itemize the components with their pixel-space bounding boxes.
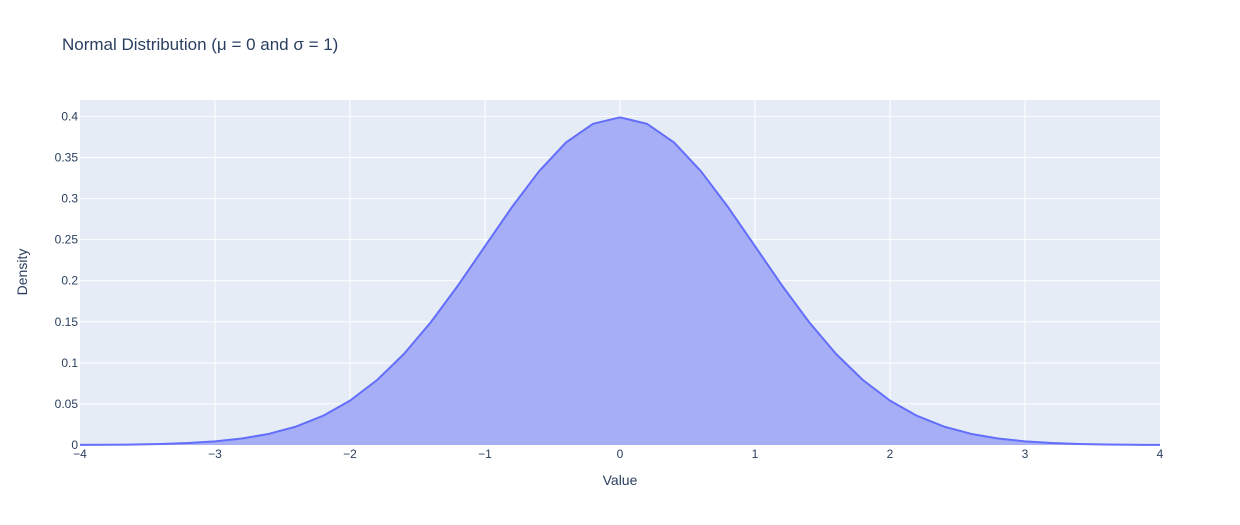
density-point: [1024, 441, 1025, 442]
y-tick-label: 0.25: [55, 233, 79, 247]
y-tick-label: 0.4: [61, 109, 78, 123]
density-point: [430, 321, 431, 322]
density-point: [727, 206, 728, 207]
density-point: [1132, 444, 1133, 445]
density-point: [349, 400, 350, 401]
density-point: [835, 353, 836, 354]
density-point: [1051, 442, 1052, 443]
density-point: [322, 415, 323, 416]
y-tick-label: 0: [71, 438, 78, 452]
density-point: [1159, 444, 1160, 445]
density-point: [592, 123, 593, 124]
x-tick-label: 0: [617, 447, 624, 461]
x-tick-label: −4: [73, 447, 87, 461]
y-tick-label: 0.05: [55, 397, 79, 411]
y-tick-label: 0.15: [55, 315, 79, 329]
density-point: [511, 206, 512, 207]
density-point: [187, 442, 188, 443]
density-fill: [80, 117, 1160, 445]
density-point: [943, 426, 944, 427]
density-point: [160, 443, 161, 444]
chart-title: Normal Distribution (μ = 0 and σ = 1): [62, 35, 338, 54]
density-point: [619, 117, 620, 118]
density-point: [79, 444, 80, 445]
density-point: [754, 246, 755, 247]
density-point: [700, 171, 701, 172]
density-point: [538, 171, 539, 172]
density-point: [889, 400, 890, 401]
density-point: [106, 444, 107, 445]
density-point: [1105, 444, 1106, 445]
density-point: [997, 438, 998, 439]
density-point: [241, 438, 242, 439]
x-tick-label: −3: [208, 447, 222, 461]
density-point: [1078, 443, 1079, 444]
density-point: [376, 380, 377, 381]
density-point: [565, 142, 566, 143]
y-tick-label: 0.35: [55, 151, 79, 165]
density-point: [781, 285, 782, 286]
y-axis-ticks: 0 0.05 0.1 0.15 0.2 0.25 0.3 0.35 0.4: [55, 109, 79, 452]
density-point: [268, 433, 269, 434]
x-tick-label: 3: [1022, 447, 1029, 461]
density-point: [808, 321, 809, 322]
density-point: [457, 285, 458, 286]
x-tick-label: 2: [887, 447, 894, 461]
density-area: [79, 116, 1161, 446]
density-point: [673, 142, 674, 143]
density-point: [133, 444, 134, 445]
density-point: [295, 426, 296, 427]
x-axis-title: Value: [603, 472, 638, 488]
density-point: [214, 441, 215, 442]
y-tick-label: 0.1: [61, 356, 78, 370]
x-tick-label: −1: [478, 447, 492, 461]
x-axis-ticks: −4 −3 −2 −1 0 1 2 3 4: [73, 447, 1164, 461]
density-point: [970, 433, 971, 434]
x-tick-label: 4: [1157, 447, 1164, 461]
x-tick-label: 1: [752, 447, 759, 461]
x-tick-label: −2: [343, 447, 357, 461]
density-point: [916, 415, 917, 416]
y-axis-title: Density: [14, 249, 30, 296]
density-point: [646, 123, 647, 124]
density-point: [862, 380, 863, 381]
density-point: [403, 353, 404, 354]
density-point: [484, 246, 485, 247]
y-tick-label: 0.2: [61, 274, 78, 288]
density-line: [79, 116, 1161, 446]
y-tick-label: 0.3: [61, 192, 78, 206]
